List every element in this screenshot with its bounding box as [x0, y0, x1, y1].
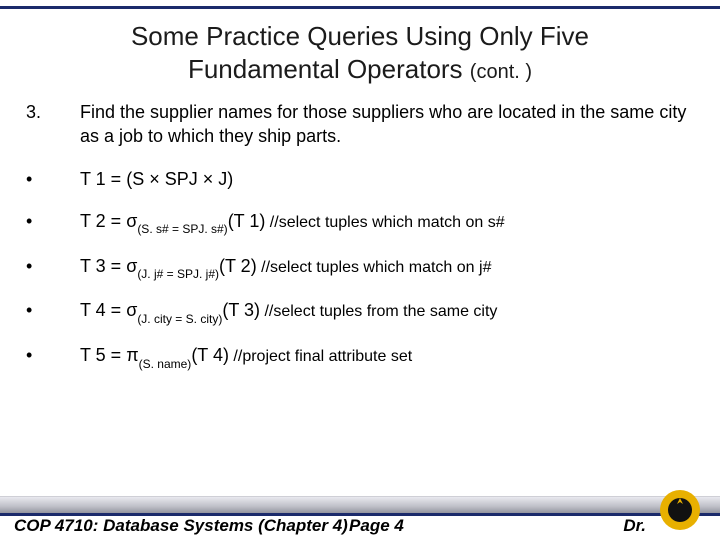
item-text: T 4 = σ(J. city = S. city)(T 3) //select…: [80, 298, 694, 325]
t3-arg: (T 2): [219, 256, 257, 276]
title-line1: Some Practice Queries Using Only Five: [131, 21, 589, 51]
ucf-logo-icon: [658, 488, 702, 532]
sigma-icon: σ: [126, 211, 137, 231]
t4-arg: (T 3): [222, 300, 260, 320]
item-text: T 3 = σ(J. j# = SPJ. j#)(T 2) //select t…: [80, 254, 694, 281]
t5-comment: //project final attribute set: [229, 348, 412, 365]
t5-prefix: T 5 =: [80, 345, 126, 365]
item-text: T 5 = π(S. name)(T 4) //project final at…: [80, 343, 694, 370]
t1-prefix: T 1 = (S: [80, 169, 149, 189]
item-marker: 3.: [26, 100, 80, 124]
pi-icon: π: [126, 345, 138, 365]
item-3: 3. Find the supplier names for those sup…: [26, 100, 694, 149]
cross-op-icon: ×: [203, 169, 214, 189]
footer-right: Dr.: [623, 516, 646, 536]
item-text: T 2 = σ(S. s# = SPJ. s#)(T 1) //select t…: [80, 209, 694, 236]
title-line2-small: (cont. ): [470, 61, 532, 83]
t1-suffix: J): [213, 169, 233, 189]
t2-arg: (T 1): [228, 211, 266, 231]
sigma-icon: σ: [126, 256, 137, 276]
footer-page: Page 4: [349, 516, 404, 536]
t3-comment: //select tuples which match on j#: [257, 259, 492, 276]
footer: COP 4710: Database Systems (Chapter 4) P…: [0, 494, 720, 540]
t5-sub: (S. name): [139, 357, 192, 371]
t1-mid: SPJ: [160, 169, 203, 189]
footer-left: COP 4710: Database Systems (Chapter 4): [14, 516, 348, 536]
slide-title: Some Practice Queries Using Only Five Fu…: [0, 20, 720, 85]
item-marker: •: [26, 167, 80, 191]
t4-sub: (J. city = S. city): [137, 312, 222, 326]
item-marker: •: [26, 209, 80, 233]
t3-prefix: T 3 =: [80, 256, 126, 276]
t4-comment: //select tuples from the same city: [260, 303, 497, 320]
item-t2: • T 2 = σ(S. s# = SPJ. s#)(T 1) //select…: [26, 209, 694, 236]
footer-text: COP 4710: Database Systems (Chapter 4) P…: [14, 516, 706, 536]
t5-arg: (T 4): [191, 345, 229, 365]
content-area: 3. Find the supplier names for those sup…: [26, 100, 694, 388]
t3-sub: (J. j# = SPJ. j#): [137, 267, 219, 281]
item-marker: •: [26, 254, 80, 278]
item-t1: • T 1 = (S × SPJ × J): [26, 167, 694, 191]
t2-prefix: T 2 =: [80, 211, 126, 231]
item-t3: • T 3 = σ(J. j# = SPJ. j#)(T 2) //select…: [26, 254, 694, 281]
item-marker: •: [26, 298, 80, 322]
t2-sub: (S. s# = SPJ. s#): [137, 222, 227, 236]
item-text: T 1 = (S × SPJ × J): [80, 167, 694, 191]
item-marker: •: [26, 343, 80, 367]
top-rule: [0, 6, 720, 9]
item-text: Find the supplier names for those suppli…: [80, 100, 694, 149]
item-t5: • T 5 = π(S. name)(T 4) //project final …: [26, 343, 694, 370]
title-line2-main: Fundamental Operators: [188, 54, 470, 84]
footer-gradient: [0, 496, 720, 514]
item-t4: • T 4 = σ(J. city = S. city)(T 3) //sele…: [26, 298, 694, 325]
slide: Some Practice Queries Using Only Five Fu…: [0, 0, 720, 540]
t4-prefix: T 4 =: [80, 300, 126, 320]
sigma-icon: σ: [126, 300, 137, 320]
t2-comment: //select tuples which match on s#: [265, 214, 504, 231]
cross-op-icon: ×: [149, 169, 160, 189]
